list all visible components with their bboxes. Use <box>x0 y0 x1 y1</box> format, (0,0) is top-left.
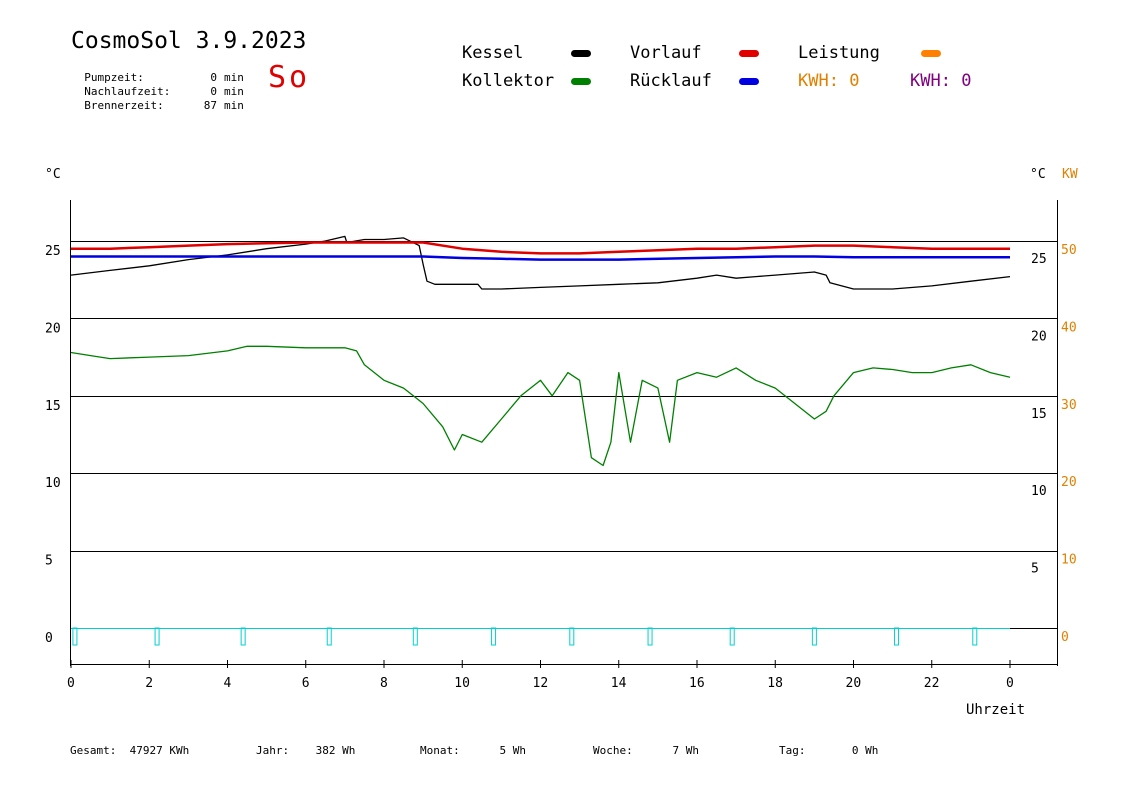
y-tick-label-left: 25 <box>45 244 61 259</box>
y-tick-label-left: 15 <box>45 399 61 414</box>
legend-ruecklauf-swatch <box>739 78 759 85</box>
tag-value: 0 Wh <box>851 744 879 757</box>
woche-value: 7 Wh <box>672 744 700 757</box>
nachlaufzeit-label: Nachlaufzeit: <box>84 85 171 98</box>
woche-label: Woche: <box>593 744 633 757</box>
y-tick-label-right: 5 <box>1031 562 1039 577</box>
y-tick-label-kw: 10 <box>1061 553 1077 568</box>
brennerzeit-stat: Brennerzeit: 87 min <box>71 86 244 112</box>
brennerzeit-label: Brennerzeit: <box>84 99 164 112</box>
x-tick-label: 6 <box>302 676 310 691</box>
legend-leistung-label: Leistung <box>798 43 880 63</box>
leistung-marker <box>569 627 575 646</box>
nachlaufzeit-value: 0 <box>210 85 217 98</box>
legend-kollektor-swatch <box>571 78 591 85</box>
x-tick-label: 18 <box>767 676 783 691</box>
x-tick-label: 16 <box>689 676 705 691</box>
jahr-value: 382 Wh <box>315 744 356 757</box>
y-tick-label-left: 0 <box>45 631 53 646</box>
leistung-marker <box>154 627 160 646</box>
footer-monat: Monat: 5 Wh <box>420 744 526 757</box>
nachlaufzeit-stat: Nachlaufzeit: 0 min <box>71 72 244 98</box>
legend-kwh-solar: KWH: 0 <box>798 71 859 91</box>
kwh-solar-label: KWH: <box>798 71 839 91</box>
legend-kessel-label: Kessel <box>462 43 524 63</box>
pumpzeit-unit: min <box>224 71 244 84</box>
tag-label: Tag: <box>779 744 806 757</box>
x-tick-label: 22 <box>924 676 940 691</box>
leistung-marker <box>811 627 817 646</box>
y-tick-label-kw: 30 <box>1061 398 1077 413</box>
series-line-ruecklauf <box>71 255 1010 261</box>
x-axis-label: Uhrzeit <box>966 702 1025 718</box>
legend-kessel-swatch <box>571 50 591 57</box>
kwh-other-value: 0 <box>961 71 972 91</box>
leistung-marker <box>729 627 735 646</box>
brennerzeit-value: 87 <box>203 99 217 112</box>
y-axis-unit-kw: KW <box>1062 167 1078 182</box>
y-tick-label-kw: 40 <box>1061 320 1077 335</box>
kwh-solar-value: 0 <box>849 71 860 91</box>
x-tick-label: 0 <box>1006 676 1014 691</box>
legend-kwh-other: KWH: 0 <box>910 71 971 91</box>
jahr-label: Jahr: <box>256 744 290 757</box>
y-tick-label-right: 10 <box>1031 484 1047 499</box>
x-tick-label: 12 <box>533 676 549 691</box>
legend-leistung-swatch <box>921 50 941 57</box>
footer-tag: Tag: 0 Wh <box>779 744 878 757</box>
gesamt-label: Gesamt: <box>70 744 117 757</box>
footer-woche: Woche: 7 Wh <box>593 744 699 757</box>
pumpzeit-value: 0 <box>210 71 217 84</box>
footer-gesamt: Gesamt: 47927 KWh <box>70 744 189 757</box>
y-tick-label-left: 10 <box>45 476 61 491</box>
legend-vorlauf-swatch <box>739 50 759 57</box>
y-tick-label-kw: 0 <box>1061 630 1069 645</box>
x-tick-label: 2 <box>145 676 153 691</box>
leistung-marker <box>412 627 418 646</box>
footer-jahr: Jahr: 382 Wh <box>256 744 355 757</box>
gesamt-value: 47927 KWh <box>129 744 190 757</box>
leistung-marker <box>72 627 78 646</box>
y-tick-label-left: 5 <box>45 554 53 569</box>
weekday-label: So <box>268 60 311 95</box>
leistung-marker <box>894 627 900 646</box>
x-tick-label: 10 <box>454 676 470 691</box>
y-tick-label-kw: 50 <box>1061 243 1077 258</box>
legend-vorlauf-label: Vorlauf <box>630 43 702 63</box>
y-tick-label-kw: 20 <box>1061 475 1077 490</box>
leistung-marker <box>326 627 332 646</box>
leistung-marker <box>647 627 653 646</box>
nachlaufzeit-unit: min <box>224 85 244 98</box>
y-axis-unit-left: °C <box>45 167 61 182</box>
pumpzeit-stat: Pumpzeit: 0 min <box>71 58 244 84</box>
series-line-kollektor <box>70 345 1011 467</box>
chart-title: CosmoSol 3.9.2023 <box>71 28 307 54</box>
y-tick-label-right: 20 <box>1031 329 1047 344</box>
x-tick-label: 14 <box>611 676 627 691</box>
leistung-marker <box>240 627 246 646</box>
kwh-other-label: KWH: <box>910 71 951 91</box>
legend-kollektor-label: Kollektor <box>462 71 555 91</box>
x-tick-label: 20 <box>846 676 862 691</box>
x-tick-label: 0 <box>67 676 75 691</box>
y-tick-label-right: 15 <box>1031 407 1047 422</box>
x-tick-label: 4 <box>224 676 232 691</box>
y-axis-unit-right: °C <box>1030 167 1046 182</box>
series-line-vorlauf <box>71 241 1010 255</box>
monat-value: 5 Wh <box>499 744 527 757</box>
y-tick-label-right: 25 <box>1031 252 1047 267</box>
legend-ruecklauf-label: Rücklauf <box>630 71 712 91</box>
pumpzeit-label: Pumpzeit: <box>84 71 144 84</box>
y-tick-label-left: 20 <box>45 321 61 336</box>
brennerzeit-unit: min <box>224 99 244 112</box>
leistung-marker <box>491 627 497 646</box>
leistung-marker <box>972 627 978 646</box>
monat-label: Monat: <box>420 744 460 757</box>
x-tick-label: 8 <box>380 676 388 691</box>
